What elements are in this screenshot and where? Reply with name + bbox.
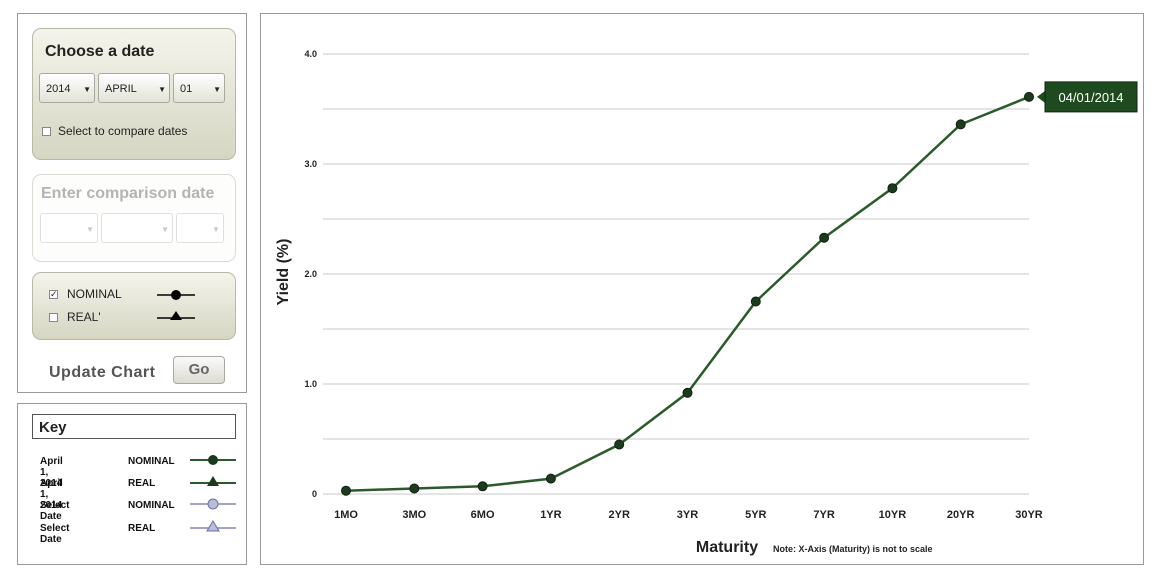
- key-date: Select Date: [40, 523, 70, 545]
- chevron-down-icon: ▼: [83, 85, 91, 94]
- chevron-down-icon: ▼: [86, 225, 94, 234]
- tooltip-label: 04/01/2014: [1058, 90, 1123, 105]
- x-tick-label: 3YR: [677, 509, 698, 521]
- filled-circle-icon: [190, 455, 236, 465]
- x-tick-label: 10YR: [879, 509, 907, 521]
- chevron-down-icon: ▼: [213, 85, 221, 94]
- key-panel: Key April 1, 2014 NOMINAL April 1, 2014 …: [17, 403, 247, 565]
- day-value: 01: [180, 83, 193, 95]
- nominal-label: NOMINAL: [67, 287, 122, 301]
- tooltip-box: [1044, 81, 1138, 113]
- date-controls-panel: Choose a date 2014 ▼ APRIL ▼ 01 ▼ Select…: [17, 13, 247, 393]
- data-point[interactable]: [341, 485, 351, 496]
- yield-curve-chart: 0 1.0 2.0 3.0 4.0 1MO 3MO 6MO 1YR 2YR 3YR 5YR 7YR 10…: [260, 13, 1144, 565]
- chart-canvas: 0 1.0 2.0 3.0 4.0 1MO 3MO 6MO 1YR 2YR 3YR 5YR 7YR 10…: [275, 49, 1138, 556]
- update-chart-label: Update Chart: [49, 364, 156, 381]
- filled-circle-line-icon: [157, 290, 195, 300]
- key-type: NOMINAL: [128, 456, 175, 467]
- y-tick-label: 3.0: [304, 159, 317, 169]
- key-date: Select Date: [40, 500, 70, 522]
- open-triangle-icon: [190, 520, 236, 532]
- filled-triangle-line-icon: [157, 311, 195, 320]
- data-point[interactable]: [477, 481, 488, 492]
- year-select[interactable]: 2014 ▼: [39, 73, 95, 103]
- choose-date-panel: Choose a date 2014 ▼ APRIL ▼ 01 ▼ Select…: [32, 28, 236, 160]
- compare-dates-label: Select to compare dates: [58, 124, 188, 138]
- data-point[interactable]: [955, 119, 966, 130]
- y-tick-label: 2.0: [304, 269, 317, 279]
- chevron-down-icon: ▼: [212, 225, 220, 234]
- x-axis-note: Note: X-Axis (Maturity) is not to scale: [773, 544, 933, 554]
- y-tick-label: 1.0: [304, 379, 317, 389]
- x-tick-label: 6MO: [471, 509, 495, 521]
- key-type: NOMINAL: [128, 500, 175, 511]
- data-point[interactable]: [887, 183, 898, 194]
- x-tick-label: 3MO: [402, 509, 426, 521]
- yield-type-panel: ✓ NOMINAL REAL': [32, 272, 236, 340]
- x-tick-label: 5YR: [745, 509, 766, 521]
- y-axis-label: Yield (%): [275, 239, 292, 306]
- chevron-down-icon: ▼: [161, 225, 169, 234]
- comparison-date-title: Enter comparison date: [41, 185, 215, 202]
- data-point[interactable]: [614, 439, 625, 450]
- key-title: Key: [39, 419, 67, 436]
- filled-triangle-icon: [190, 476, 236, 486]
- choose-date-title: Choose a date: [45, 43, 155, 60]
- key-title-box: Key: [32, 414, 236, 439]
- key-date: April 1, 2014: [40, 478, 63, 511]
- compare-day-select[interactable]: ▼: [176, 213, 224, 243]
- real-label: REAL': [67, 310, 101, 324]
- nominal-checkbox[interactable]: ✓: [49, 289, 58, 299]
- data-point[interactable]: [1024, 91, 1034, 102]
- month-select[interactable]: APRIL ▼: [98, 73, 170, 103]
- day-select[interactable]: 01 ▼: [173, 73, 225, 103]
- comparison-date-panel: Enter comparison date ▼ ▼ ▼: [32, 174, 236, 262]
- x-axis-label: Maturity: [696, 539, 758, 556]
- compare-dates-checkbox[interactable]: [42, 127, 51, 136]
- real-checkbox[interactable]: [49, 313, 58, 322]
- data-point[interactable]: [545, 473, 556, 484]
- series-line: [345, 95, 1030, 492]
- y-tick-label: 0: [312, 489, 317, 499]
- open-circle-icon: [190, 498, 236, 510]
- month-value: APRIL: [105, 83, 137, 95]
- y-tick-label: 4.0: [304, 49, 317, 59]
- chevron-down-icon: ▼: [158, 85, 166, 94]
- x-tick-label: 1YR: [540, 509, 561, 521]
- key-date: April 1, 2014: [40, 456, 63, 489]
- x-tick-label: 7YR: [813, 509, 834, 521]
- year-value: 2014: [46, 83, 71, 95]
- key-type: REAL: [128, 523, 156, 534]
- data-point[interactable]: [409, 483, 420, 494]
- compare-year-select[interactable]: ▼: [40, 213, 98, 243]
- x-tick-label: 30YR: [1015, 509, 1043, 521]
- go-button[interactable]: Go: [173, 356, 225, 384]
- tooltip-pointer: [1037, 90, 1045, 103]
- data-point[interactable]: [750, 296, 761, 307]
- x-tick-label: 20YR: [947, 509, 975, 521]
- x-tick-label: 1MO: [334, 509, 358, 521]
- key-type: REAL: [128, 478, 156, 489]
- x-tick-label: 2YR: [608, 509, 629, 521]
- data-point[interactable]: [682, 387, 693, 398]
- data-point[interactable]: [819, 232, 830, 243]
- compare-month-select[interactable]: ▼: [101, 213, 173, 243]
